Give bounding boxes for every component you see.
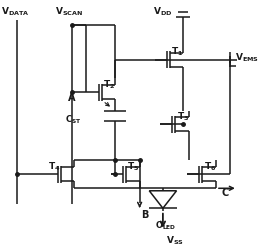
Text: $\mathbf{T_1}$: $\mathbf{T_1}$ bbox=[171, 46, 183, 58]
Text: $\mathbf{A}$: $\mathbf{A}$ bbox=[67, 91, 77, 103]
Text: $\mathbf{T_5}$: $\mathbf{T_5}$ bbox=[127, 160, 140, 172]
Text: $\mathbf{T_4}$: $\mathbf{T_4}$ bbox=[48, 160, 61, 172]
Text: $\mathbf{T_6}$: $\mathbf{T_6}$ bbox=[204, 160, 216, 172]
Text: $\mathbf{V}_{\mathbf{EMS}}$: $\mathbf{V}_{\mathbf{EMS}}$ bbox=[235, 52, 259, 64]
Text: $\mathbf{C}$: $\mathbf{C}$ bbox=[221, 185, 230, 197]
Text: $\mathbf{B}$: $\mathbf{B}$ bbox=[141, 208, 150, 219]
Text: $\mathbf{C}_{\mathbf{ST}}$: $\mathbf{C}_{\mathbf{ST}}$ bbox=[65, 113, 81, 125]
Text: $\mathbf{V}_{\mathbf{SS}}$: $\mathbf{V}_{\mathbf{SS}}$ bbox=[165, 233, 183, 246]
Text: $\mathbf{O}_{\mathbf{LED}}$: $\mathbf{O}_{\mathbf{LED}}$ bbox=[155, 218, 176, 231]
Text: $\mathbf{V}_{\mathbf{DD}}$: $\mathbf{V}_{\mathbf{DD}}$ bbox=[153, 6, 173, 18]
Text: $\mathbf{V}_{\mathbf{SCAN}}$: $\mathbf{V}_{\mathbf{SCAN}}$ bbox=[55, 6, 83, 18]
Text: $\mathbf{T_2}$: $\mathbf{T_2}$ bbox=[103, 78, 115, 90]
Text: $\mathbf{T_3}$: $\mathbf{T_3}$ bbox=[176, 110, 189, 123]
Text: $\mathbf{V}_{\mathbf{DATA}}$: $\mathbf{V}_{\mathbf{DATA}}$ bbox=[1, 6, 29, 18]
